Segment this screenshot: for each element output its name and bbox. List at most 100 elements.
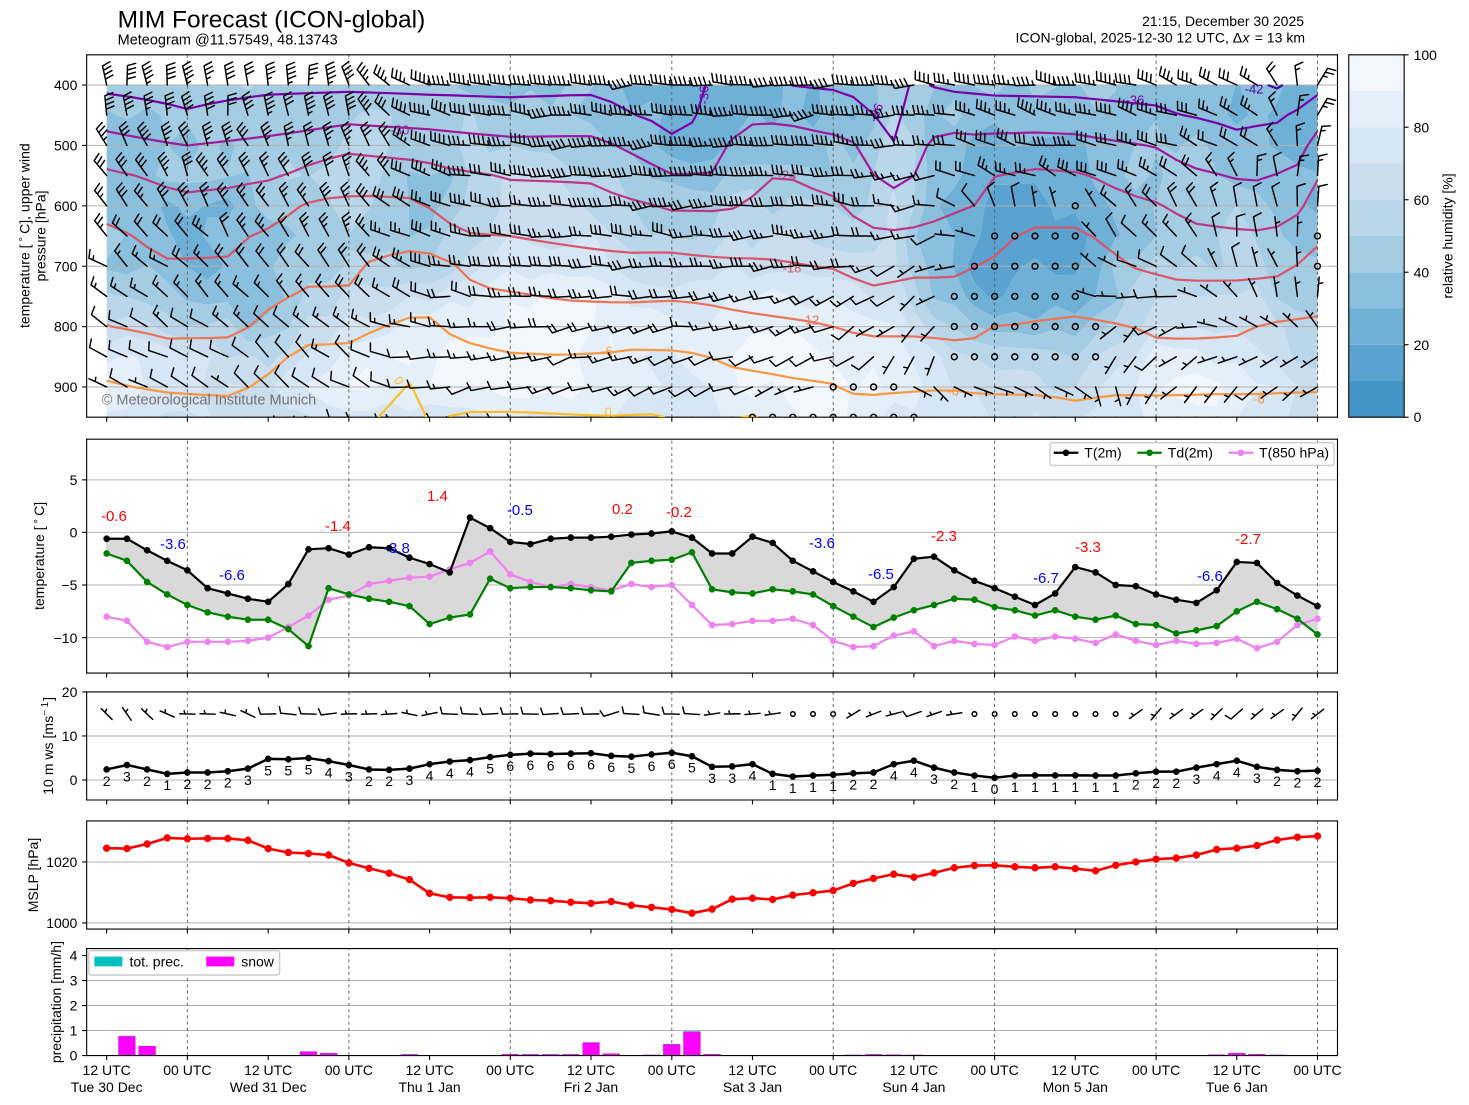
svg-text:-3.6: -3.6 — [809, 535, 835, 552]
svg-text:Thu 1 Jan: Thu 1 Jan — [398, 1079, 460, 1095]
svg-text:100: 100 — [1414, 47, 1438, 63]
svg-text:2: 2 — [1273, 773, 1281, 789]
svg-text:4: 4 — [446, 765, 454, 781]
svg-text:1020: 1020 — [46, 854, 77, 870]
svg-text:snow: snow — [241, 953, 275, 969]
svg-text:MIM Forecast (ICON-global): MIM Forecast (ICON-global) — [118, 7, 426, 34]
svg-text:-6.5: -6.5 — [868, 566, 894, 583]
svg-text:1: 1 — [789, 780, 797, 796]
svg-text:-1.4: -1.4 — [325, 518, 351, 535]
svg-text:4: 4 — [1233, 764, 1241, 780]
svg-text:2: 2 — [385, 773, 393, 789]
svg-text:1: 1 — [1011, 779, 1019, 795]
svg-text:12 UTC: 12 UTC — [1051, 1062, 1099, 1078]
svg-text:3: 3 — [1192, 771, 1200, 787]
svg-text:-3.3: -3.3 — [1075, 539, 1101, 556]
svg-text:0: 0 — [604, 404, 611, 419]
svg-text:4: 4 — [325, 765, 333, 781]
svg-text:-0.2: -0.2 — [666, 504, 692, 521]
svg-text:5: 5 — [688, 760, 696, 776]
svg-text:4: 4 — [466, 764, 474, 780]
svg-text:2: 2 — [143, 773, 151, 789]
svg-text:12 UTC: 12 UTC — [405, 1062, 453, 1078]
svg-text:5: 5 — [627, 760, 635, 776]
svg-text:T(850 hPa): T(850 hPa) — [1259, 445, 1329, 461]
svg-text:12 UTC: 12 UTC — [1213, 1062, 1261, 1078]
svg-text:2: 2 — [950, 776, 958, 792]
svg-text:-36: -36 — [1126, 92, 1145, 107]
svg-text:600: 600 — [54, 198, 78, 214]
svg-text:1: 1 — [809, 779, 817, 795]
svg-text:2: 2 — [365, 773, 373, 789]
svg-text:t e m p e r a t u r e [ C ]: t e m p e r a t u r e [ C ] , u p p e r … — [9, 137, 34, 328]
svg-text:T(2m): T(2m) — [1084, 445, 1121, 461]
svg-text:700: 700 — [54, 258, 78, 274]
svg-text:-0.5: -0.5 — [507, 502, 533, 519]
svg-text:Mon 5 Jan: Mon 5 Jan — [1043, 1079, 1108, 1095]
svg-text:12 UTC: 12 UTC — [890, 1062, 938, 1078]
svg-text:3: 3 — [728, 770, 736, 786]
svg-text:00 UTC: 00 UTC — [325, 1062, 373, 1078]
svg-text:4: 4 — [749, 768, 757, 784]
svg-text:-3.8: -3.8 — [384, 540, 410, 557]
svg-text:0: 0 — [70, 772, 78, 788]
svg-text:6: 6 — [587, 757, 595, 773]
svg-text:Wed 31 Dec: Wed 31 Dec — [230, 1079, 307, 1095]
svg-text:5: 5 — [305, 761, 313, 777]
svg-text:80: 80 — [1414, 119, 1430, 135]
svg-text:00 UTC: 00 UTC — [163, 1062, 211, 1078]
svg-text:20: 20 — [62, 684, 78, 700]
svg-text:0.2: 0.2 — [612, 501, 633, 518]
svg-text:2: 2 — [1314, 774, 1322, 790]
svg-text:21:15, December 30 2025: 21:15, December 30 2025 — [1142, 13, 1304, 29]
svg-text:2: 2 — [849, 777, 857, 793]
svg-text:5: 5 — [70, 472, 78, 488]
svg-text:1: 1 — [1051, 779, 1059, 795]
svg-text:0: 0 — [70, 525, 78, 541]
svg-text:500: 500 — [54, 137, 78, 153]
svg-text:00 UTC: 00 UTC — [1293, 1062, 1341, 1078]
svg-text:6: 6 — [506, 758, 514, 774]
svg-text:-6.7: -6.7 — [1033, 570, 1059, 587]
svg-text:-12: -12 — [801, 312, 820, 327]
svg-text:1: 1 — [769, 777, 777, 793]
svg-text:precipitation [mm/h]: precipitation [mm/h] — [48, 941, 64, 1063]
svg-text:800: 800 — [54, 319, 78, 335]
svg-text:4: 4 — [1213, 768, 1221, 784]
svg-text:2: 2 — [1132, 777, 1140, 793]
svg-text:2: 2 — [70, 998, 78, 1014]
svg-text:2: 2 — [1152, 775, 1160, 791]
svg-text:0: 0 — [70, 1048, 78, 1064]
svg-text:-36: -36 — [696, 86, 711, 105]
svg-text:3: 3 — [708, 770, 716, 786]
svg-text:−5: −5 — [61, 577, 77, 593]
svg-text:00 UTC: 00 UTC — [809, 1062, 857, 1078]
svg-text:900: 900 — [54, 379, 78, 395]
svg-text:00 UTC: 00 UTC — [648, 1062, 696, 1078]
svg-text:1: 1 — [1092, 779, 1100, 795]
svg-text:2: 2 — [183, 776, 191, 792]
svg-text:-0.6: -0.6 — [101, 508, 127, 525]
svg-text:400: 400 — [54, 77, 78, 93]
svg-text:0: 0 — [991, 781, 999, 797]
svg-text:Td(2m): Td(2m) — [1168, 445, 1213, 461]
svg-text:1: 1 — [70, 1023, 78, 1039]
svg-text:1: 1 — [1031, 779, 1039, 795]
svg-text:Meteogram @11.57549, 48.13743: Meteogram @11.57549, 48.13743 — [118, 32, 338, 48]
svg-text:pressure [hPa]: pressure [hPa] — [33, 190, 49, 281]
svg-text:10: 10 — [62, 728, 78, 744]
svg-text:1: 1 — [1071, 779, 1079, 795]
svg-text:1: 1 — [971, 779, 979, 795]
svg-text:3: 3 — [345, 768, 353, 784]
svg-text:4: 4 — [910, 764, 918, 780]
svg-text:-6.6: -6.6 — [219, 567, 245, 584]
svg-text:12 UTC: 12 UTC — [244, 1062, 292, 1078]
svg-text:3: 3 — [406, 772, 414, 788]
svg-text:3: 3 — [930, 771, 938, 787]
svg-text:12 UTC: 12 UTC — [83, 1062, 131, 1078]
svg-text:00 UTC: 00 UTC — [1132, 1062, 1180, 1078]
svg-text:2: 2 — [1293, 775, 1301, 791]
svg-text:00 UTC: 00 UTC — [970, 1062, 1018, 1078]
svg-text:3: 3 — [1253, 770, 1261, 786]
svg-text:3: 3 — [123, 768, 131, 784]
